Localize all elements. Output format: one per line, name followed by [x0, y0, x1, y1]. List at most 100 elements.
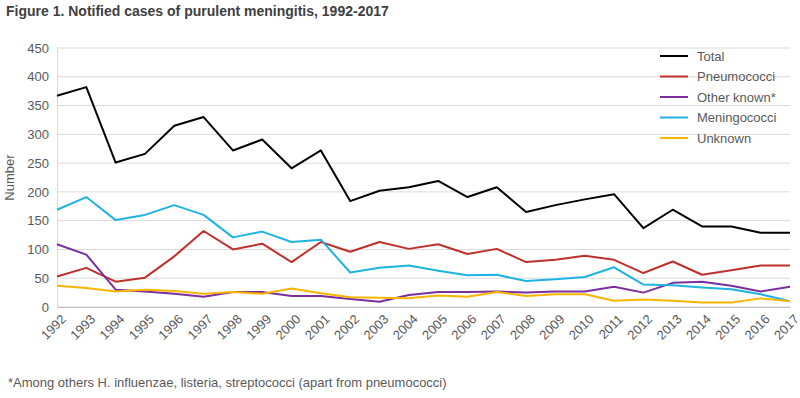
y-axis: 0 50 100 150 200 250 300 350 400 450: [27, 41, 57, 315]
y-tick-label: 100: [27, 242, 49, 257]
y-tick: 300: [27, 127, 57, 142]
x-tick: 2010: [566, 307, 597, 343]
y-tick: 50: [35, 271, 57, 286]
grid-line: [57, 307, 790, 308]
x-tick-label: 1992: [38, 312, 69, 343]
x-tick: 2004: [390, 307, 421, 343]
x-tick-label: 2010: [566, 312, 597, 343]
x-tick-label: 1994: [97, 312, 128, 343]
y-tick-label: 0: [42, 300, 49, 315]
grid-line: [57, 220, 790, 221]
x-tick-label: 1993: [67, 312, 98, 343]
x-tick-label: 2007: [478, 312, 509, 343]
x-tick-label: 2017: [771, 312, 800, 343]
series-line: [57, 244, 790, 302]
grid-line: [57, 76, 790, 77]
x-tick: 2013: [654, 307, 685, 343]
x-tick: 2009: [536, 307, 567, 343]
legend-swatch: [660, 117, 688, 119]
x-tick: 1993: [67, 307, 98, 343]
x-tick: 2011: [596, 307, 626, 342]
series-line: [57, 231, 790, 282]
y-axis-line: [57, 49, 58, 308]
x-tick: 2008: [507, 307, 538, 343]
x-tick-label: 2012: [624, 312, 655, 343]
x-tick: 2014: [683, 307, 714, 343]
legend: Total Pneumococci Other known* Meningococci…: [660, 49, 777, 146]
plot-area: [57, 87, 790, 302]
x-tick: 1999: [243, 307, 274, 343]
x-tick: 2017: [771, 307, 800, 343]
legend-item: Other known*: [660, 90, 776, 105]
x-tick-label: 1996: [155, 312, 186, 343]
legend-label: Other known*: [697, 90, 776, 105]
series-line: [57, 197, 790, 301]
x-axis-line: [58, 307, 791, 308]
grid-line: [57, 48, 790, 49]
grid-line: [57, 105, 790, 106]
legend-label: Pneumococci: [697, 69, 775, 84]
x-tick-label: 2003: [360, 312, 391, 343]
x-tick: 2005: [419, 307, 450, 343]
chart-container: Figure 1. Notified cases of purulent men…: [0, 0, 800, 398]
x-tick-label: 2014: [683, 312, 714, 343]
x-tick: 1995: [126, 307, 157, 343]
legend-swatch: [660, 76, 688, 78]
x-tick: 2007: [478, 307, 509, 343]
x-tick-label: 1998: [214, 312, 245, 343]
legend-item: Unknown: [660, 131, 751, 146]
footnote: *Among others H. influenzae, listeria, s…: [8, 375, 447, 390]
y-tick-label: 300: [27, 127, 49, 142]
x-tick: 2012: [624, 307, 655, 343]
grid-line: [57, 163, 790, 164]
legend-label: Unknown: [697, 131, 751, 146]
legend-item: Total: [660, 49, 725, 64]
legend-swatch: [660, 55, 688, 57]
x-tick-label: 2009: [536, 312, 567, 343]
series-line: [57, 286, 790, 303]
title: Figure 1. Notified cases of purulent men…: [6, 3, 389, 19]
y-tick-label: 350: [27, 98, 49, 113]
x-tick: 2001: [302, 307, 333, 343]
x-tick: 2015: [712, 307, 743, 343]
y-tick-label: 200: [27, 185, 49, 200]
x-tick-label: 2013: [654, 312, 685, 343]
x-tick-label: 2006: [448, 312, 479, 343]
y-tick: 350: [27, 98, 57, 113]
x-tick: 1992: [38, 307, 69, 343]
legend-swatch: [660, 137, 688, 139]
y-tick: 100: [27, 242, 57, 257]
y-axis-title: Number: [2, 154, 17, 201]
y-tick: 0: [42, 300, 57, 315]
y-tick-label: 50: [35, 271, 49, 286]
y-tick-label: 150: [27, 213, 49, 228]
x-tick-label: 2005: [419, 312, 450, 343]
legend-swatch: [660, 96, 688, 98]
x-tick-label: 2000: [272, 312, 303, 343]
x-tick-label: 2016: [742, 312, 773, 343]
y-tick: 250: [27, 156, 57, 171]
legend-item: Meningococci: [660, 110, 777, 125]
chart-svg: Figure 1. Notified cases of purulent men…: [0, 0, 800, 398]
grid-line: [57, 278, 790, 279]
series-line: [57, 87, 790, 233]
x-tick-label: 1995: [126, 312, 157, 343]
y-tick-label: 450: [27, 41, 49, 56]
x-tick: 1998: [214, 307, 245, 343]
x-tick-label: 2011: [596, 312, 626, 342]
y-tick-label: 400: [27, 69, 49, 84]
y-tick: 200: [27, 185, 57, 200]
x-tick-label: 2001: [302, 312, 333, 343]
x-tick: 1997: [184, 307, 215, 343]
x-tick-label: 2008: [507, 312, 538, 343]
grid: [57, 48, 790, 307]
legend-label: Meningococci: [697, 110, 777, 125]
x-tick-label: 1999: [243, 312, 274, 343]
y-tick: 400: [27, 69, 57, 84]
grid-line: [57, 249, 790, 250]
x-tick-label: 1997: [184, 312, 215, 343]
x-tick-label: 2002: [331, 312, 362, 343]
y-tick-label: 250: [27, 156, 49, 171]
grid-line: [57, 191, 790, 192]
y-tick: 150: [27, 213, 57, 228]
